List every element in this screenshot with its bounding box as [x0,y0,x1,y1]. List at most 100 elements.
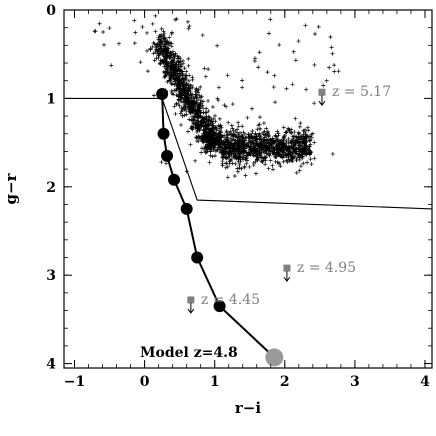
star-point [163,74,168,79]
star-point [273,155,278,160]
star-point [211,148,216,153]
star-point [198,114,203,119]
star-point [243,146,248,151]
model-point [157,127,170,140]
star-point [167,35,172,40]
star-point [185,101,190,106]
star-point [207,160,212,165]
star-point [228,129,233,134]
upper-limit-arrow [318,95,326,107]
star-point [206,121,211,126]
star-point [178,95,183,100]
star-point [284,140,289,145]
star-point [249,131,254,136]
star-point [148,46,153,51]
star-point [217,129,222,134]
star-point [181,77,186,82]
model-end-point [265,348,284,367]
star-point [332,63,337,68]
star-point [321,83,326,88]
star-point [180,82,185,87]
star-point [267,153,272,158]
x-tick-label: 2 [280,374,290,390]
star-point [273,133,278,138]
star-point [174,77,179,82]
star-point [303,132,308,137]
star-point [151,51,156,56]
star-point [191,114,196,119]
star-point [221,149,226,154]
star-point [164,161,169,166]
star-point [165,70,170,75]
star-point [206,109,211,114]
star-point [256,65,261,70]
star-point [250,135,255,140]
star-point [201,127,206,132]
model-track [156,87,284,367]
star-point [156,55,161,60]
star-point [269,138,274,143]
star-point [241,146,246,151]
star-point [255,158,260,163]
star-point [199,94,204,99]
star-point [173,111,178,116]
star-point [254,141,259,146]
y-axis-title: g−r [2,172,20,204]
y-tick-label: 4 [46,357,56,373]
star-point [145,48,150,53]
star-point [195,113,200,118]
star-point [281,125,286,130]
star-point [213,140,218,145]
star-point [168,76,173,81]
star-point [159,39,164,44]
star-point [230,138,235,143]
star-point [177,87,182,92]
star-point [187,24,192,29]
quasar-point [318,88,326,96]
star-point [178,83,183,88]
star-point [193,115,198,120]
star-point [155,49,160,54]
star-point [266,31,271,36]
star-point [304,133,309,138]
star-point [301,135,306,140]
star-point [225,132,230,137]
star-point [306,128,311,133]
star-point [304,144,309,149]
star-point [187,107,192,112]
star-point [208,149,213,154]
star-point [330,51,335,56]
star-point [185,19,190,24]
star-point [225,142,230,147]
star-point [220,163,225,168]
star-point [270,163,275,168]
star-point [194,104,199,109]
star-point [250,106,255,111]
star-point [101,42,106,47]
star-point [192,96,197,101]
star-point [177,74,182,79]
star-point [289,156,294,161]
star-point [162,57,167,62]
star-point [237,139,242,144]
star-point [165,64,170,69]
star-point [223,155,228,160]
star-point [250,147,255,152]
star-point [170,58,175,63]
star-point [300,144,305,149]
star-point [232,173,237,178]
star-point [188,102,193,107]
star-point [279,148,284,153]
star-point [161,29,166,34]
y-tick-label: 0 [46,3,56,19]
star-point [206,67,211,72]
star-point [169,89,174,94]
star-point [195,122,200,127]
star-point [160,49,165,54]
star-point [267,148,272,153]
star-point [308,137,313,142]
star-point [225,164,230,169]
star-point [215,138,220,143]
star-point [199,123,204,128]
star-point [230,102,235,107]
